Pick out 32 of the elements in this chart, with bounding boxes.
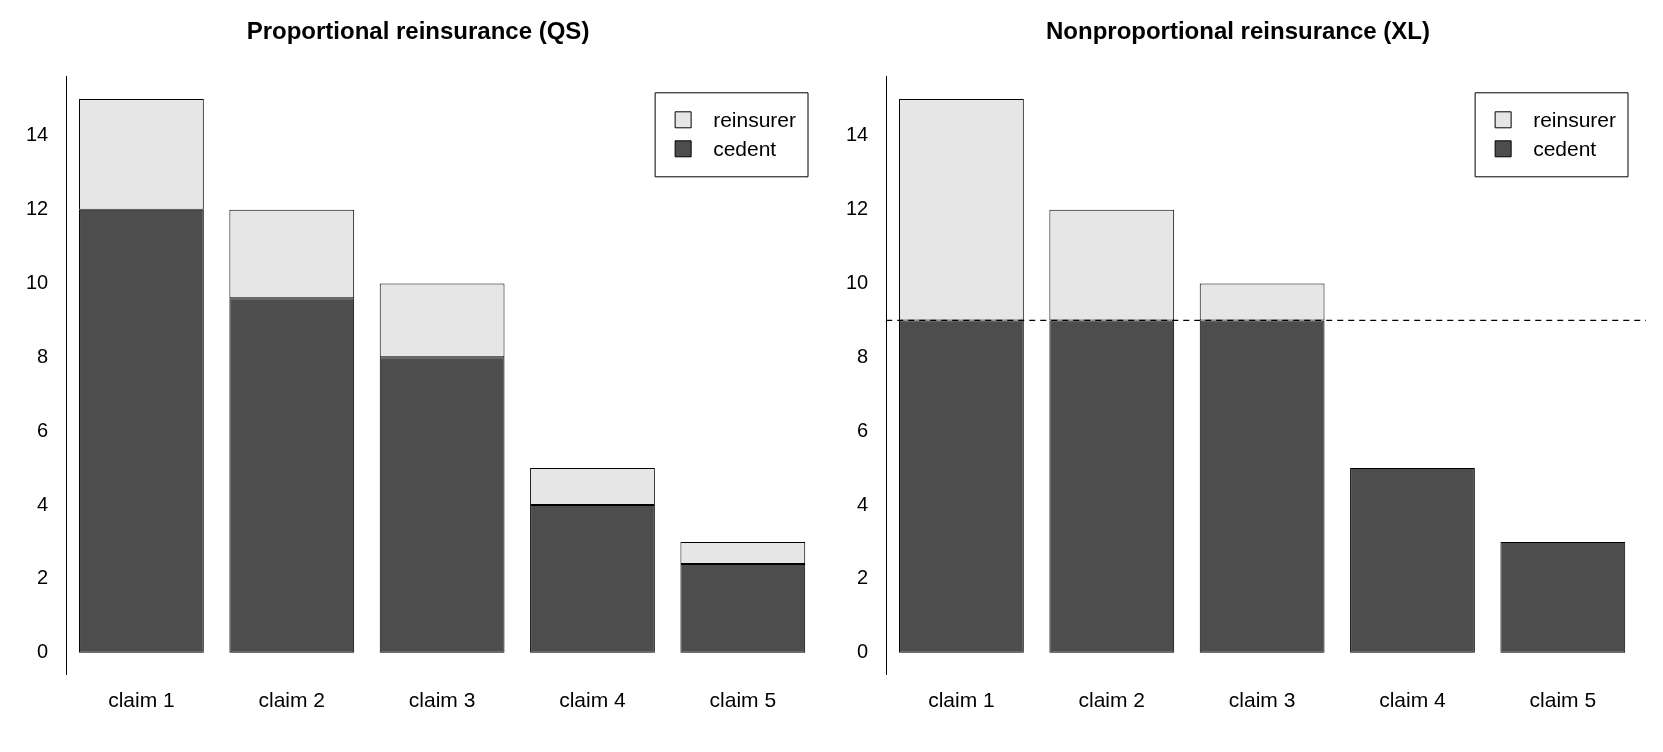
x-tick-label: claim 1	[928, 688, 995, 712]
x-tick-label: claim 1	[108, 688, 175, 712]
x-tick-label: claim 2	[258, 688, 326, 712]
x-tick-label: claim 4	[559, 688, 627, 712]
y-tick-label: 4	[37, 492, 49, 515]
y-tick-label: 10	[26, 271, 49, 294]
x-tick-label: claim 5	[1529, 688, 1597, 712]
x-tick-label: claim 3	[1228, 688, 1296, 712]
legend-label: cedent	[1533, 136, 1597, 160]
x-tick-label: claim 2	[1078, 688, 1146, 712]
x-tick-label: claim 3	[408, 688, 476, 712]
y-tick-label: 12	[846, 197, 869, 220]
x-tick-label: claim 5	[709, 688, 777, 712]
y-tick-label: 0	[857, 640, 869, 663]
y-tick-label: 14	[846, 123, 869, 146]
y-tick-label: 14	[26, 123, 49, 146]
chart-title: Proportional reinsurance (QS)	[246, 17, 590, 45]
y-tick-label: 8	[857, 344, 869, 367]
y-tick-label: 12	[26, 197, 49, 220]
y-tick-label: 2	[857, 566, 869, 589]
y-tick-label: 6	[37, 418, 49, 441]
y-tick-label: 4	[857, 492, 869, 515]
y-tick-label: 2	[37, 566, 49, 589]
y-tick-label: 10	[846, 271, 869, 294]
y-tick-label: 8	[37, 344, 49, 367]
y-tick-label: 6	[857, 418, 869, 441]
chart-title: Nonproportional reinsurance (XL)	[1045, 17, 1431, 45]
legend-label: reinsurer	[713, 107, 797, 131]
legend-label: cedent	[713, 136, 777, 160]
legend-label: reinsurer	[1533, 107, 1617, 131]
y-tick-label: 0	[37, 640, 49, 663]
x-tick-label: claim 4	[1379, 688, 1447, 712]
